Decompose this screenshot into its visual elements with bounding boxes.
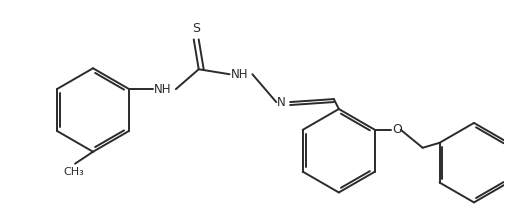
Text: NH: NH [154,83,171,96]
Text: O: O [391,123,401,136]
Text: N: N [277,95,285,108]
Text: S: S [192,22,200,35]
Text: CH₃: CH₃ [64,167,84,177]
Text: NH: NH [230,68,247,81]
